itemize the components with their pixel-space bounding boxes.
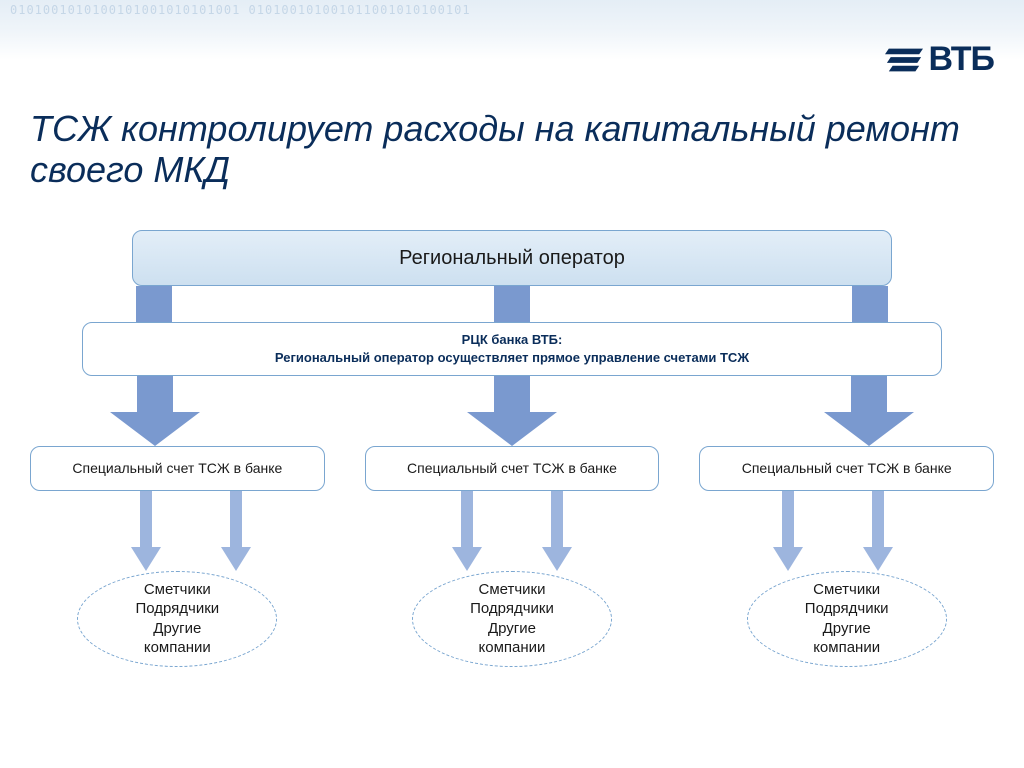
box-regional-operator-label: Региональный оператор [399, 247, 625, 270]
vtb-logo-text: ВТБ [929, 40, 994, 79]
ellipse-line: Подрядчики [805, 599, 889, 619]
companies-row: Сметчики Подрядчики Другие компании Смет… [30, 571, 994, 667]
ellipse-line: Другие [805, 619, 889, 639]
ellipse-line: Сметчики [805, 580, 889, 600]
diagram: Региональный оператор РЦК банка ВТБ: Рег… [30, 230, 994, 667]
box-rck-line2: Региональный оператор осуществляет прямо… [97, 349, 927, 367]
ellipse-companies: Сметчики Подрядчики Другие компании [699, 571, 994, 667]
ellipse-line: Сметчики [135, 580, 219, 600]
ellipse-companies: Сметчики Подрядчики Другие компании [365, 571, 660, 667]
arrow-pair [351, 491, 672, 571]
arrow-down-small-icon [773, 491, 803, 571]
ellipse-line: Подрядчики [135, 599, 219, 619]
arrow-down-icon [467, 376, 557, 446]
box-rck-line1: РЦК банка ВТБ: [97, 331, 927, 349]
connector-stub [494, 286, 530, 322]
vtb-wings-icon [885, 44, 923, 76]
box-special-account-label: Специальный счет ТСЖ в банке [407, 460, 617, 476]
arrow-down-small-icon [452, 491, 482, 571]
box-special-account: Специальный счет ТСЖ в банке [30, 446, 325, 490]
ellipse-line: компании [470, 638, 554, 658]
arrow-down-small-icon [131, 491, 161, 571]
ellipse-line: Другие [135, 619, 219, 639]
ellipse-line: Подрядчики [470, 599, 554, 619]
box-special-account: Специальный счет ТСЖ в банке [365, 446, 660, 490]
ellipse-companies-inner: Сметчики Подрядчики Другие компании [747, 571, 947, 667]
box-rck-vtb: РЦК банка ВТБ: Региональный оператор осу… [82, 322, 942, 376]
slide-title: ТСЖ контролирует расходы на капитальный … [30, 108, 1024, 191]
arrow-down-small-icon [542, 491, 572, 571]
ellipse-line: Другие [470, 619, 554, 639]
arrow-down-small-icon [863, 491, 893, 571]
arrow-row-small [30, 491, 994, 571]
arrow-row-big [30, 376, 994, 446]
connector-stub [136, 286, 172, 322]
connector-stub [852, 286, 888, 322]
ellipse-companies: Сметчики Подрядчики Другие компании [30, 571, 325, 667]
connector-row-1 [30, 286, 994, 322]
vtb-logo: ВТБ [885, 40, 994, 79]
ellipse-companies-inner: Сметчики Подрядчики Другие компании [412, 571, 612, 667]
ellipse-companies-inner: Сметчики Подрядчики Другие компании [77, 571, 277, 667]
arrow-pair [30, 491, 351, 571]
arrow-pair [673, 491, 994, 571]
ellipse-line: Сметчики [470, 580, 554, 600]
arrow-down-icon [824, 376, 914, 446]
special-account-row: Специальный счет ТСЖ в банке Специальный… [30, 446, 994, 490]
box-special-account-label: Специальный счет ТСЖ в банке [72, 460, 282, 476]
header-binary-pattern: 0101001010100101001010101001 01010010100… [10, 4, 471, 17]
box-special-account: Специальный счет ТСЖ в банке [699, 446, 994, 490]
box-regional-operator: Региональный оператор [132, 230, 892, 286]
box-special-account-label: Специальный счет ТСЖ в банке [742, 460, 952, 476]
ellipse-line: компании [135, 638, 219, 658]
ellipse-line: компании [805, 638, 889, 658]
arrow-down-icon [110, 376, 200, 446]
arrow-down-small-icon [221, 491, 251, 571]
